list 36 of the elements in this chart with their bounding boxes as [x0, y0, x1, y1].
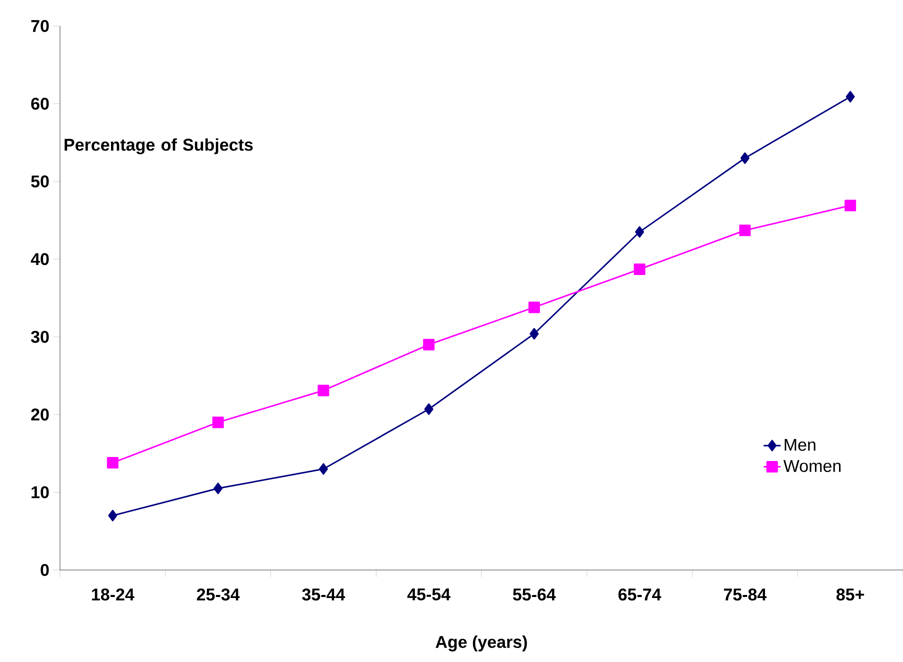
point	[528, 302, 540, 314]
point	[318, 463, 328, 475]
y-tick-label: 60	[31, 98, 49, 110]
x-tick-label: 75-84	[724, 588, 767, 601]
y-tick-label: 70	[31, 20, 49, 32]
x-tick-label: 85+	[836, 588, 864, 601]
point	[740, 152, 750, 164]
point	[739, 224, 751, 236]
legend-label: Men	[784, 438, 816, 451]
point	[318, 384, 330, 396]
point	[530, 328, 539, 340]
legend-label: Women	[783, 460, 841, 472]
point	[634, 263, 646, 275]
point	[106, 457, 118, 469]
y-tick-label: 30	[30, 330, 49, 343]
x-tick-label: 45-54	[407, 588, 450, 600]
y-tick-label: 40	[30, 253, 49, 266]
x-tick-label: 55-64	[512, 588, 556, 601]
point	[424, 403, 434, 415]
x-tick-label: 65-74	[618, 588, 662, 601]
y-tick-label: 50	[31, 175, 49, 188]
point	[423, 338, 435, 350]
x-axis-title: Age (years)	[436, 636, 527, 652]
x-tick-label: 25-34	[196, 588, 240, 601]
point	[214, 482, 223, 494]
point	[212, 416, 224, 428]
point	[108, 510, 118, 522]
x-tick-label: 35-44	[302, 588, 346, 601]
x-tick-label: 18-24	[92, 588, 134, 601]
y-tick-label: 10	[32, 486, 49, 498]
y-tick-label: 20	[31, 408, 49, 421]
point	[844, 200, 856, 212]
y-axis-title: Percentage of Subjects	[64, 138, 253, 154]
y-tick-label: 0	[40, 564, 49, 576]
point	[846, 90, 855, 102]
point	[635, 226, 644, 238]
